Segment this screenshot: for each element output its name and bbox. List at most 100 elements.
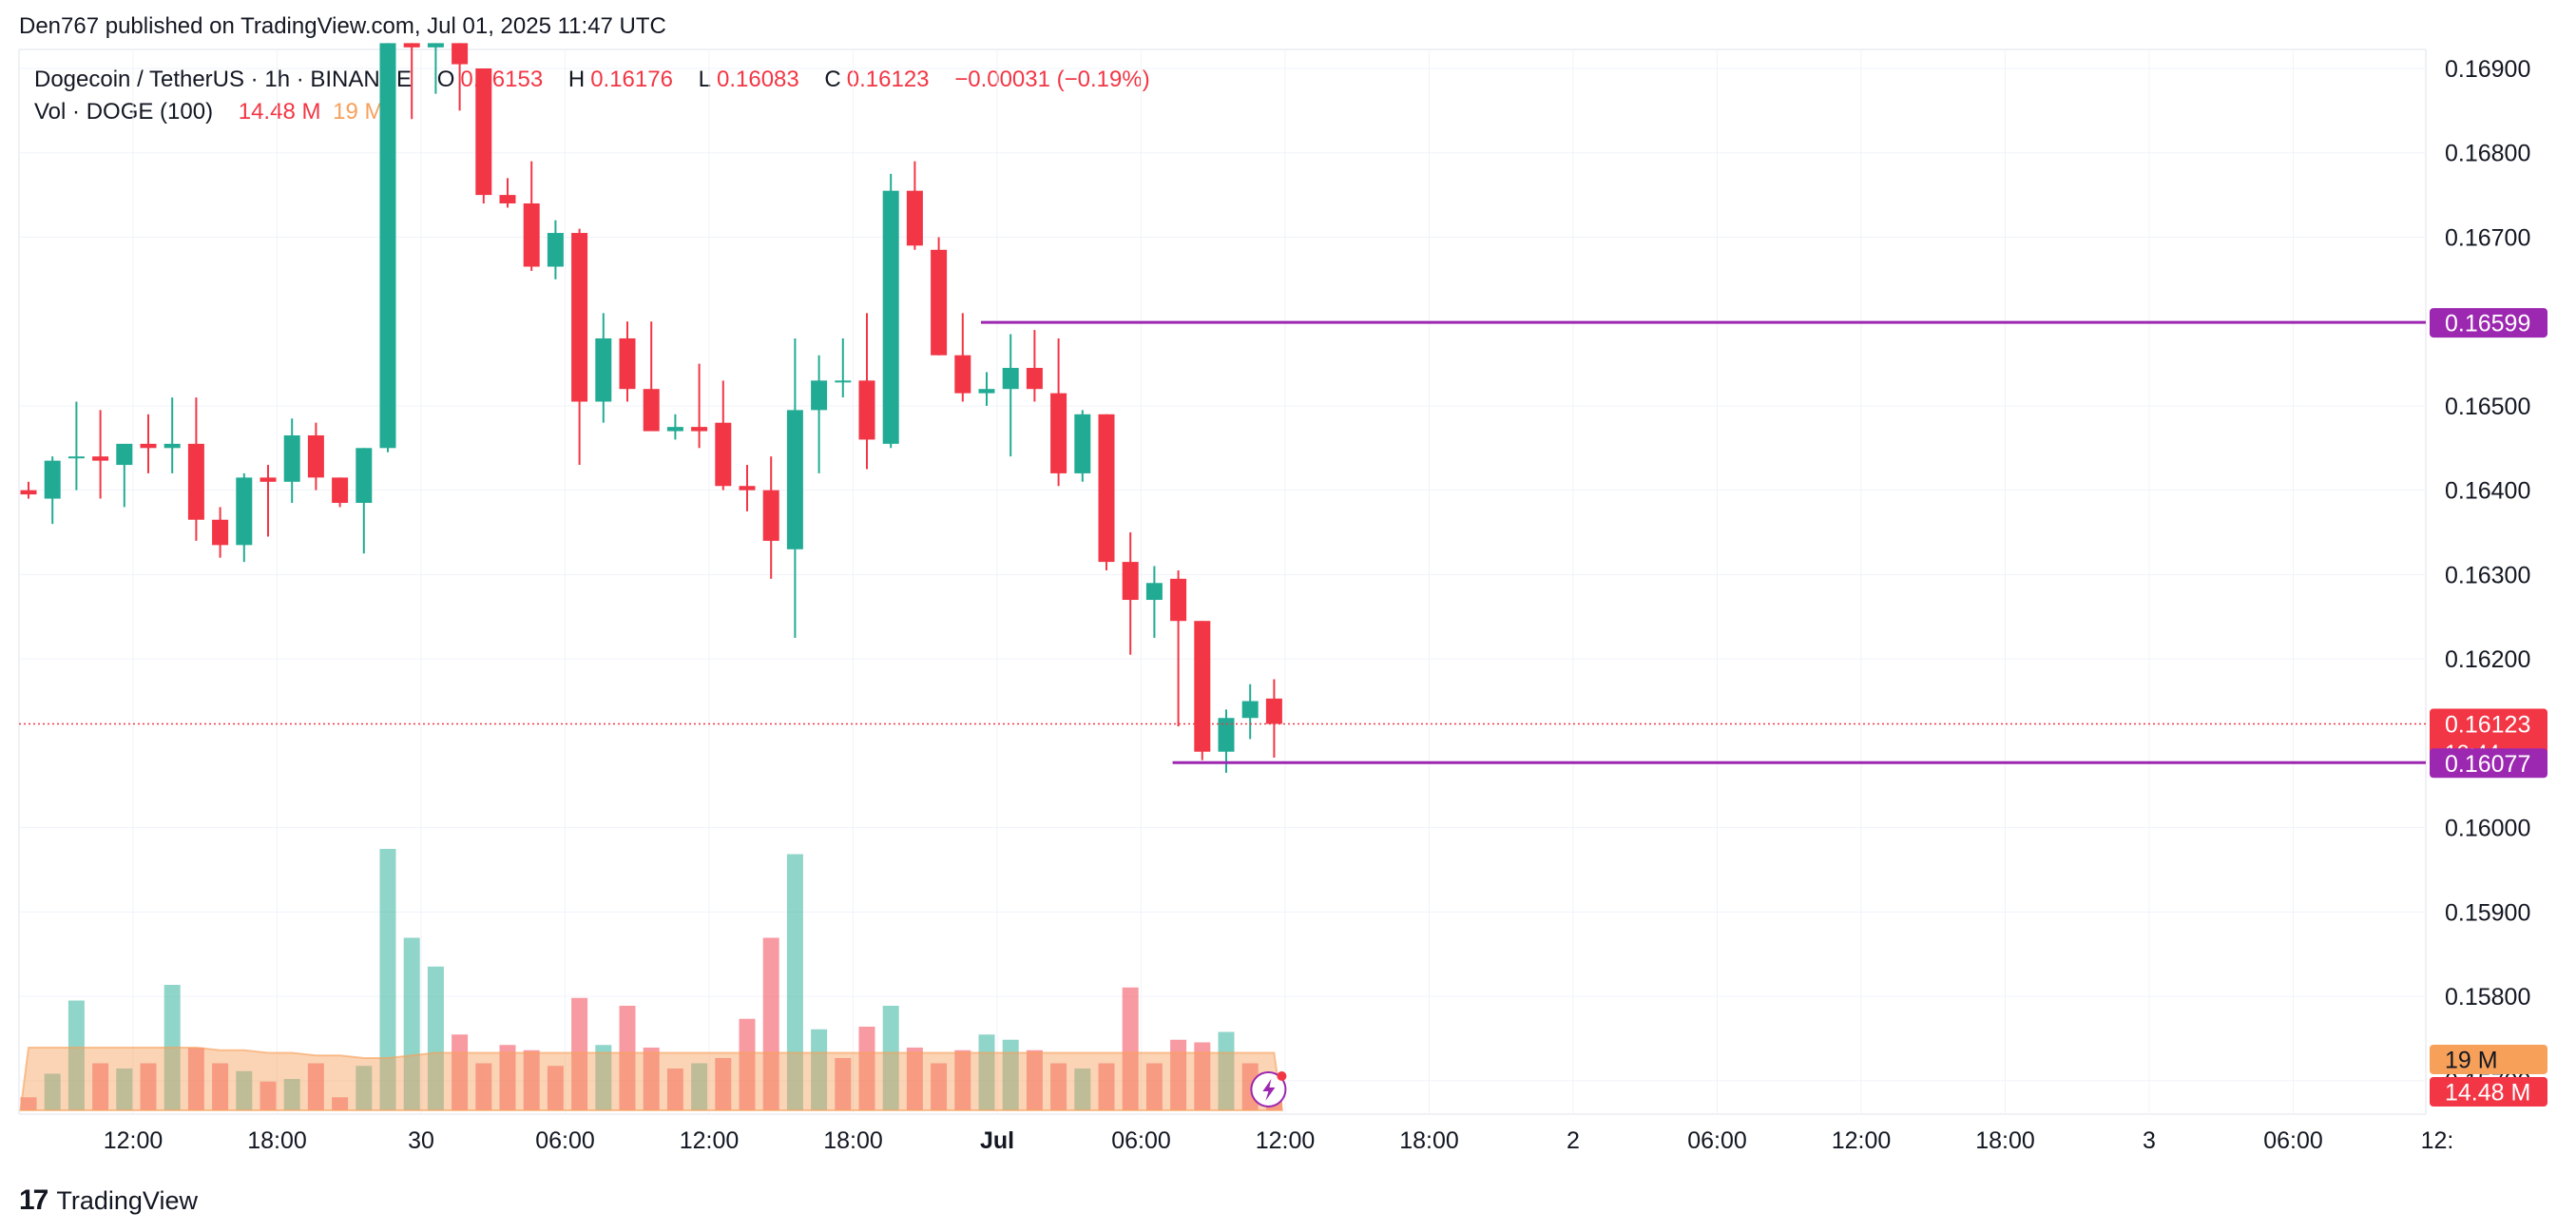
volume-bar	[92, 1063, 109, 1110]
volume-bar	[499, 1045, 516, 1110]
time-tick-label: 18:00	[1399, 1127, 1459, 1154]
support-price-tag: 0.16077	[2445, 751, 2530, 778]
time-tick-label: 06:00	[535, 1127, 595, 1154]
time-tick-label: 30	[408, 1127, 434, 1154]
volume-bar	[1074, 1068, 1091, 1110]
candlesticks	[20, 43, 1282, 773]
candle-body	[67, 456, 85, 459]
candle-body	[283, 434, 300, 482]
candle-body	[666, 427, 683, 432]
candle-body	[762, 490, 779, 541]
volume-bar	[44, 1073, 61, 1110]
volume-tag-bg	[2430, 1077, 2547, 1107]
price-tick-label: 0.16000	[2445, 816, 2530, 842]
close-label: C	[824, 67, 841, 92]
symbol-title[interactable]: Dogecoin / TetherUS · 1h · BINANCE	[34, 67, 413, 92]
last-price-tag: 0.16123	[2445, 711, 2530, 738]
volume-title[interactable]: Vol · DOGE (100)	[34, 99, 214, 125]
candle-body	[452, 43, 469, 65]
candle-body	[954, 355, 971, 394]
open-value: 0.16153	[460, 67, 544, 92]
volume-bar	[906, 1048, 923, 1110]
volume-bar	[666, 1068, 683, 1110]
candle-body	[356, 448, 373, 503]
volume-bar	[954, 1049, 971, 1110]
candle-body	[1241, 701, 1259, 719]
volume-bar	[260, 1081, 277, 1110]
support-price-tag-bg	[2430, 748, 2547, 779]
candle-body	[475, 68, 492, 196]
price-tick-label: 0.16800	[2445, 141, 2530, 167]
volume-bar	[715, 1058, 732, 1110]
volume-bar	[1145, 1063, 1163, 1110]
candle-body	[163, 443, 181, 449]
volume-bar	[547, 1066, 564, 1110]
volume-ma-tag: 19 M	[2445, 1048, 2498, 1074]
high-value: 0.16176	[590, 67, 673, 92]
time-tick-label: 3	[2143, 1127, 2156, 1154]
time-axis[interactable]: 12:00 18:00 30 06:00 12:00 18:00 Jul 06:00 12:00…	[104, 1127, 2454, 1154]
candle-body	[260, 477, 277, 482]
candle-body	[619, 337, 636, 390]
time-tick-label: 06:00	[1687, 1127, 1747, 1154]
candle-body	[1002, 368, 1019, 390]
time-tick-label: 12:00	[1832, 1127, 1892, 1154]
volume-bar	[619, 1006, 636, 1110]
resistance-price-tag: 0.16599	[2445, 311, 2530, 337]
volume-bar	[811, 1029, 828, 1110]
candle-body	[858, 380, 875, 440]
time-tick-label: 18:00	[247, 1127, 307, 1154]
candle-body	[811, 380, 828, 411]
chart-grid	[18, 48, 2427, 1115]
candle-body	[978, 389, 995, 394]
volume-bar	[1170, 1039, 1187, 1110]
candle-body	[595, 337, 612, 402]
high-label: H	[567, 67, 586, 92]
price-tick-label: 0.16400	[2445, 478, 2530, 505]
symbol-legend: Dogecoin / TetherUS · 1h · BINANCE O 0.16…	[34, 67, 1156, 93]
volume-bar	[67, 1000, 85, 1110]
volume-bar	[20, 1097, 37, 1110]
candle-body	[739, 486, 756, 491]
candle-body	[643, 389, 660, 432]
candle-body	[1098, 414, 1115, 563]
candle-body	[212, 519, 229, 546]
volume-bar	[356, 1066, 373, 1110]
candle-body	[332, 477, 349, 503]
volume-bar	[1098, 1063, 1115, 1110]
candle-body	[906, 190, 923, 246]
change-value: −0.00031 (−0.19%)	[954, 67, 1150, 92]
time-tick-label: 06:00	[1111, 1127, 1171, 1154]
time-tick-label: 2	[1567, 1127, 1580, 1154]
volume-bar	[882, 1006, 899, 1110]
candle-body	[44, 460, 61, 499]
candle-body	[403, 43, 420, 48]
volume-bar	[140, 1063, 157, 1110]
volume-legend: Vol · DOGE (100) 14.48 M 19 M	[34, 99, 389, 125]
volume-bar	[427, 966, 444, 1110]
volume-value: 14.48 M	[238, 99, 321, 125]
volume-bar	[187, 1048, 204, 1110]
volume-bar	[595, 1045, 612, 1110]
volume-bar	[691, 1063, 708, 1110]
volume-bar	[116, 1068, 133, 1110]
candle-body	[786, 410, 803, 549]
candle-body	[379, 43, 396, 449]
volume-bar	[1194, 1042, 1211, 1110]
candle-body	[92, 456, 109, 461]
volume-bar	[332, 1097, 349, 1110]
lightning-bolt-icon	[1262, 1079, 1276, 1101]
time-tick-label: 06:00	[2263, 1127, 2323, 1154]
time-tick-label: Jul	[980, 1127, 1014, 1154]
volume-bar	[931, 1063, 948, 1110]
price-axis[interactable]: 0.16900 0.16800 0.16700 0.16500 0.16400 0.163…	[2430, 56, 2547, 1107]
volume-ma-value: 19 M	[333, 99, 384, 125]
volume-ma-tag-bg	[2430, 1045, 2547, 1074]
volume-bars	[19, 849, 1284, 1111]
volume-bar	[571, 997, 588, 1110]
volume-bar	[1122, 987, 1139, 1110]
open-label: O	[436, 67, 455, 92]
candle-body	[523, 202, 540, 267]
candle-body	[116, 443, 133, 466]
